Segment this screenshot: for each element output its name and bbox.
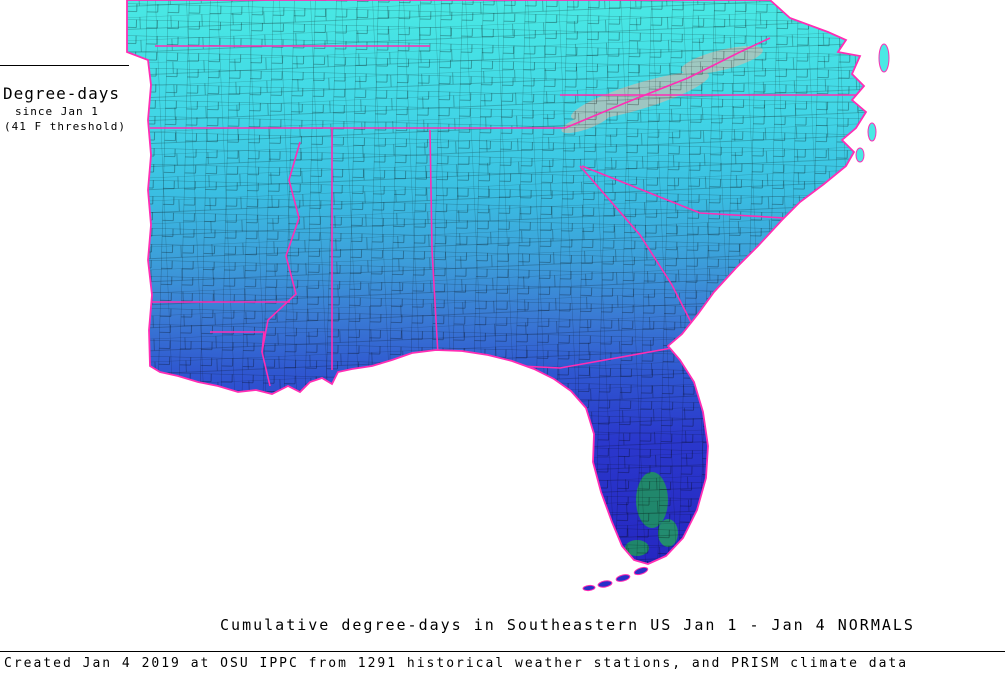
- barrier-islands: [855, 43, 890, 163]
- footer-credit: Created Jan 4 2019 at OSU IPPC from 1291…: [4, 656, 909, 671]
- legend-threshold: (41 F threshold): [4, 120, 126, 134]
- map-caption: Cumulative degree-days in Southeastern U…: [220, 616, 915, 634]
- footer-divider-line: [0, 651, 1005, 652]
- legend-divider-line: [0, 65, 129, 66]
- florida-keys: [582, 566, 649, 592]
- state-boundaries: [150, 37, 862, 387]
- legend-title: Degree-days: [3, 84, 120, 103]
- legend: Degree-days since Jan 1 (41 F threshold): [3, 84, 126, 134]
- legend-subtitle: since Jan 1: [15, 105, 99, 119]
